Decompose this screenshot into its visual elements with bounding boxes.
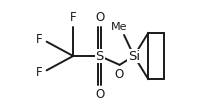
Text: F: F xyxy=(36,33,42,46)
Text: F: F xyxy=(36,66,42,79)
Text: O: O xyxy=(114,68,124,81)
Text: F: F xyxy=(70,11,76,25)
Text: S: S xyxy=(96,50,104,62)
Text: O: O xyxy=(95,11,104,25)
Text: Me: Me xyxy=(111,22,128,32)
Text: O: O xyxy=(95,87,104,101)
Text: Si: Si xyxy=(128,50,140,62)
